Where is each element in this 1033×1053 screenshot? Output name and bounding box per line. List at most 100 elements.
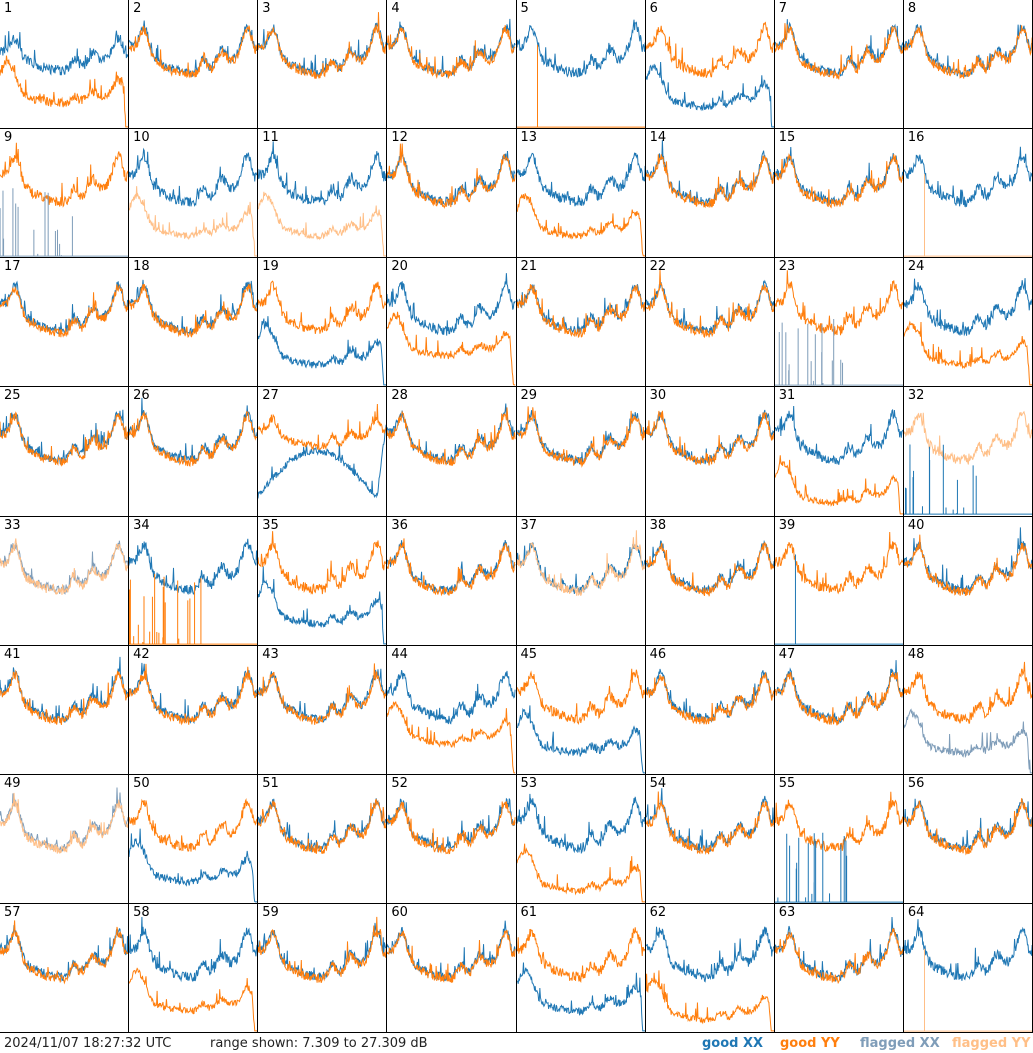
panel-number: 55 — [778, 775, 796, 791]
panel-plot — [775, 0, 903, 128]
yy-series-line — [646, 23, 774, 78]
panel-plot — [517, 517, 645, 645]
panel-39: 39 — [774, 516, 904, 646]
xx-series-spikes — [0, 188, 128, 256]
yy-series-line — [775, 154, 903, 207]
yy-series-line — [775, 672, 903, 725]
panel-number: 1 — [4, 1, 13, 16]
panel-54: 54 — [645, 774, 775, 904]
panel-plot — [517, 646, 645, 774]
yy-series-line — [646, 970, 774, 1030]
panel-number: 29 — [520, 388, 538, 404]
yy-series-spikes — [129, 573, 257, 643]
yy-series-line — [129, 26, 257, 78]
yy-series-line — [129, 664, 257, 725]
panel-number: 45 — [520, 646, 538, 662]
yy-series-line — [517, 45, 645, 127]
panel-plot — [904, 0, 1032, 128]
panel-plot — [775, 129, 903, 257]
panel-31: 31 — [774, 387, 904, 517]
panel-number: 48 — [907, 646, 925, 662]
panel-number: 18 — [133, 259, 150, 275]
yy-series-line — [646, 673, 774, 724]
xx-series-line — [387, 19, 515, 77]
yy-series-line — [129, 968, 257, 1030]
panel-plot — [517, 387, 645, 515]
yy-series-line — [0, 670, 128, 724]
panel-number: 63 — [778, 904, 796, 920]
xx-series-line — [775, 917, 903, 981]
panel-number: 4 — [391, 1, 400, 16]
panel-50: 50 — [129, 774, 259, 904]
panel-number: 33 — [4, 517, 21, 533]
panel-number: 26 — [133, 388, 150, 404]
panel-plot — [904, 129, 1032, 257]
xx-series-line — [258, 23, 386, 77]
yy-series-line — [646, 542, 774, 596]
panel-45: 45 — [516, 645, 646, 775]
panel-55: 55 — [774, 774, 904, 904]
yy-series-line — [387, 702, 515, 773]
panel-number: 64 — [907, 904, 925, 920]
xx-series-spikes — [775, 319, 903, 385]
range-label: range shown: 7.309 to 27.309 dB — [210, 1036, 428, 1051]
panel-number: 24 — [907, 259, 925, 275]
panel-plot — [0, 258, 128, 386]
panel-plot — [517, 775, 645, 903]
xx-series-line — [646, 927, 774, 982]
xx-series-line — [129, 21, 257, 77]
panel-number: 37 — [520, 517, 538, 533]
yy-series-line — [0, 538, 128, 594]
panel-12: 12 — [387, 129, 517, 259]
xx-series-line — [258, 798, 386, 851]
panel-number: 59 — [262, 904, 279, 920]
xx-series-line — [258, 668, 386, 722]
xx-series-line — [387, 670, 515, 724]
panel-plot — [129, 258, 257, 386]
yy-series-line — [775, 456, 903, 515]
panel-plot — [517, 904, 645, 1032]
xx-series-line — [0, 540, 128, 593]
panel-number: 16 — [907, 130, 925, 146]
xx-series-line — [646, 669, 774, 722]
panel-number: 17 — [4, 259, 21, 275]
panel-47: 47 — [774, 645, 904, 775]
panel-number: 9 — [4, 130, 13, 146]
panel-plot — [258, 0, 386, 128]
panel-number: 22 — [649, 259, 667, 275]
panel-17: 17 — [0, 258, 130, 388]
yy-series-line — [904, 174, 1032, 256]
yy-series-line — [904, 322, 1032, 385]
xx-series-line — [258, 142, 386, 205]
panel-plot — [387, 775, 515, 903]
panel-number: 40 — [907, 517, 925, 533]
xx-series-line — [517, 20, 645, 77]
panel-number: 38 — [649, 517, 667, 533]
yy-series-line — [517, 668, 645, 723]
panel-number: 35 — [262, 517, 279, 533]
xx-series-line — [904, 147, 1032, 207]
panel-11: 11 — [258, 129, 388, 259]
panel-number: 13 — [520, 130, 538, 146]
panel-plot — [517, 0, 645, 128]
panel-number: 21 — [520, 259, 538, 275]
panel-plot — [0, 775, 128, 903]
panel-plot — [258, 258, 386, 386]
xx-series-line — [258, 566, 386, 644]
panel-24: 24 — [903, 258, 1033, 388]
yy-series-line — [517, 407, 645, 467]
yy-series-line — [904, 798, 1032, 854]
yy-series-line — [904, 412, 1032, 465]
panel-plot — [129, 775, 257, 903]
panel-plot — [0, 129, 128, 257]
panel-number: 7 — [778, 1, 788, 16]
yy-series-line — [0, 920, 128, 982]
panel-plot — [904, 775, 1032, 903]
panel-plot — [775, 258, 903, 386]
xx-series-line — [387, 273, 515, 335]
panel-plot — [517, 129, 645, 257]
xx-series-line — [904, 527, 1032, 593]
panel-37: 37 — [516, 516, 646, 646]
panel-number: 25 — [4, 388, 21, 404]
panel-22: 22 — [645, 258, 775, 388]
